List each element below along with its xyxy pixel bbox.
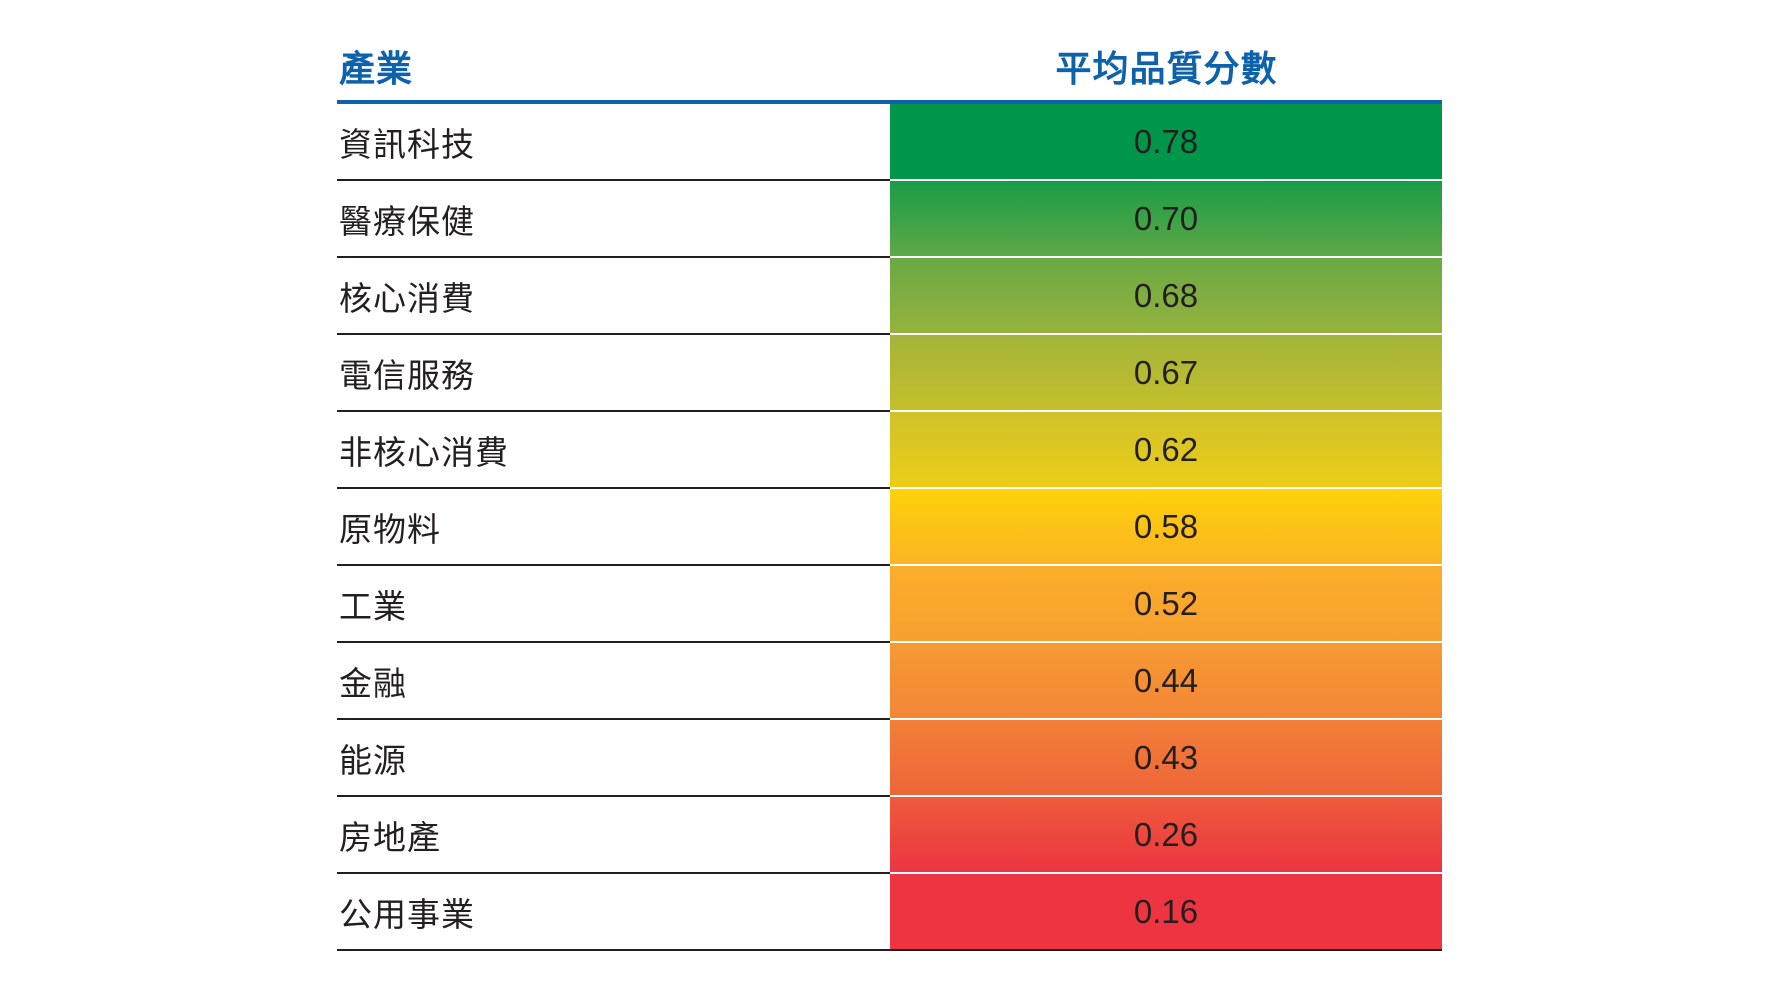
score-cell: 0.43 — [890, 720, 1442, 797]
table-row: 電信服務 0.67 — [337, 335, 1442, 412]
industry-cell: 醫療保健 — [337, 181, 890, 258]
industry-cell: 能源 — [337, 720, 890, 797]
quality-score-table: 產業 平均品質分數 資訊科技 0.78 醫療保健 0.70 核心消費 0.68 … — [337, 40, 1442, 951]
score-cell: 0.58 — [890, 489, 1442, 566]
table-row: 資訊科技 0.78 — [337, 104, 1442, 181]
table-row: 金融 0.44 — [337, 643, 1442, 720]
score-cell: 0.67 — [890, 335, 1442, 412]
table-row: 核心消費 0.68 — [337, 258, 1442, 335]
industry-cell: 核心消費 — [337, 258, 890, 335]
score-cell: 0.16 — [890, 874, 1442, 951]
industry-cell: 電信服務 — [337, 335, 890, 412]
industry-cell: 公用事業 — [337, 874, 890, 951]
score-cell: 0.44 — [890, 643, 1442, 720]
score-cell: 0.70 — [890, 181, 1442, 258]
industry-cell: 房地產 — [337, 797, 890, 874]
industry-cell: 工業 — [337, 566, 890, 643]
score-cell: 0.52 — [890, 566, 1442, 643]
table-row: 原物料 0.58 — [337, 489, 1442, 566]
score-cell: 0.78 — [890, 104, 1442, 181]
score-cell: 0.26 — [890, 797, 1442, 874]
table-row: 公用事業 0.16 — [337, 874, 1442, 951]
score-cell: 0.62 — [890, 412, 1442, 489]
table-body: 資訊科技 0.78 醫療保健 0.70 核心消費 0.68 電信服務 0.67 … — [337, 104, 1442, 951]
header-average-quality-score: 平均品質分數 — [1055, 49, 1278, 90]
table-row: 房地產 0.26 — [337, 797, 1442, 874]
industry-cell: 資訊科技 — [337, 104, 890, 181]
industry-cell: 金融 — [337, 643, 890, 720]
table-row: 能源 0.43 — [337, 720, 1442, 797]
table-row: 非核心消費 0.62 — [337, 412, 1442, 489]
industry-cell: 非核心消費 — [337, 412, 890, 489]
score-cell: 0.68 — [890, 258, 1442, 335]
table-header: 產業 平均品質分數 — [337, 40, 1442, 104]
table-row: 工業 0.52 — [337, 566, 1442, 643]
industry-cell: 原物料 — [337, 489, 890, 566]
table-row: 醫療保健 0.70 — [337, 181, 1442, 258]
header-industry: 產業 — [339, 49, 414, 90]
